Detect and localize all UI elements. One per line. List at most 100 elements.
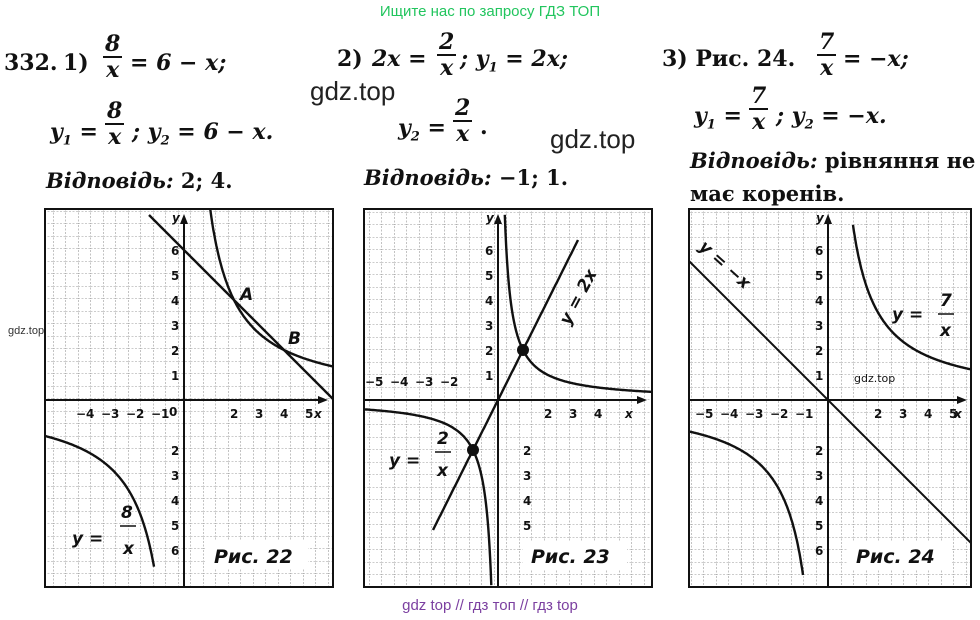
fig1-ytick-pos-5: 6 — [171, 244, 179, 258]
fig2-ytick-neg-1: 3 — [523, 469, 531, 483]
fig1-ytick-pos-1: 2 — [171, 344, 179, 358]
fig2-ytick-pos-4: 5 — [485, 269, 493, 283]
fig3-xtick-pos-3: 5 — [949, 407, 957, 421]
fig2-x-label: x — [624, 407, 634, 421]
fig1-point-A-label: A — [238, 285, 253, 305]
fig1-curve-label: y = — [72, 529, 103, 549]
fig1-ytick-neg-4: 6 — [171, 544, 179, 558]
figure-22: x y −4 −3 −2 −1 0 2 3 4 5 1 2 3 4 5 6 2 3 4 5 6 A B y = 8 x… — [44, 208, 334, 588]
fig2-ytick-neg-3: 5 — [523, 519, 531, 533]
p1-num: 8 — [105, 31, 121, 57]
p2-label: 2) — [337, 46, 363, 72]
fig2-ytick-neg-0: 2 — [523, 444, 531, 458]
fig3-ytick-neg-4: 6 — [815, 544, 823, 558]
fig3-line-minus-x — [689, 259, 971, 545]
fig1-y-arrow — [180, 214, 188, 224]
p3-rhs: = −x; — [843, 46, 909, 72]
fig2-xtick-neg-0: −5 — [365, 375, 383, 389]
p2-lhs: 2x = — [372, 46, 427, 72]
p1-answer: Відповідь: 2; 4. — [46, 168, 233, 193]
fig3-x-arrow — [957, 396, 967, 404]
fig2-xtick-pos-0: 2 — [544, 407, 552, 421]
fig3-xtick-neg-2: −3 — [745, 407, 763, 421]
fig1-line-6-minus-x — [148, 214, 333, 401]
fig3-xtick-neg-4: −1 — [795, 407, 813, 421]
p2-y1: ; y1 = 2x; — [460, 46, 568, 76]
fig2-y-label: y — [486, 211, 495, 225]
p3-answer-line1: Відповідь: рівняння не — [690, 148, 976, 173]
fig1-caption: Рис. 22 — [214, 546, 293, 568]
watermark-a: gdz.top — [310, 76, 396, 106]
p2-answer: Відповідь: −1; 1. — [364, 165, 569, 190]
fig1-xtick-7: 4 — [280, 407, 288, 421]
fig1-curve-den: x — [122, 539, 135, 559]
fig2-intersection-2 — [467, 444, 479, 456]
fig2-ytick-pos-3: 4 — [485, 294, 493, 308]
fig1-x-arrow — [318, 396, 328, 404]
fig1-frame — [44, 208, 334, 588]
problem-number: 332. — [4, 50, 58, 76]
fig1-curve-num: 8 — [121, 503, 133, 523]
fig1-ytick-neg-0: 2 — [171, 444, 179, 458]
fig2-ytick-pos-2: 3 — [485, 319, 493, 333]
fig1-xtick-0: −4 — [76, 407, 94, 421]
fig2-hyperbola-positive — [503, 214, 652, 394]
fig2-hyperbola-negative — [364, 408, 493, 586]
watermark-b: gdz.top — [550, 124, 636, 154]
fig1-ytick-pos-4: 5 — [171, 269, 179, 283]
p3-y2: ; y2 = −x. — [776, 103, 887, 133]
fig3-xtick-pos-2: 4 — [924, 407, 932, 421]
fig3-ytick-neg-1: 3 — [815, 469, 823, 483]
fig1-ytick-neg-2: 4 — [171, 494, 179, 508]
fig2-curve-den: x — [436, 461, 449, 481]
banner-text: Ищите нас по запросу ГДЗ ТОП — [379, 3, 601, 20]
p3-y1: y1 = — [694, 103, 742, 133]
p1-label: 1) — [63, 50, 89, 76]
fig1-hyperbola-negative — [45, 434, 156, 567]
fig2-line-2x — [431, 239, 580, 531]
fig2-ytick-pos-1: 2 — [485, 344, 493, 358]
fig1-hyperbola-positive — [209, 209, 333, 368]
fig3-xtick-pos-0: 2 — [874, 407, 882, 421]
fig2-caption: Рис. 23 — [531, 546, 610, 568]
fig1-x-label: x — [313, 407, 323, 421]
p1-y2: ; y2 = 6 − x. — [132, 119, 274, 149]
fig3-xtick-neg-3: −2 — [770, 407, 788, 421]
fig3-xtick-pos-1: 3 — [899, 407, 907, 421]
fig3-x-label: x — [953, 407, 963, 421]
fig3-hyperbola-positive — [851, 224, 971, 371]
fig1-ytick-neg-3: 5 — [171, 519, 179, 533]
fig3-ytick-pos-0: 1 — [815, 369, 823, 383]
fig1-y-label: y — [172, 211, 181, 225]
fig1-xtick-4: 0 — [169, 405, 177, 419]
fig2-curve-label: y = — [389, 451, 420, 471]
fig1-ytick-pos-0: 1 — [171, 369, 179, 383]
fig3-y-label: y — [816, 211, 825, 225]
p2-dot: . — [480, 114, 488, 140]
fig3-ytick-pos-3: 4 — [815, 294, 823, 308]
fig2-xtick-neg-1: −4 — [390, 375, 408, 389]
fig3-frame — [688, 208, 972, 588]
fig3-ytick-pos-2: 3 — [815, 319, 823, 333]
footer-text: gdz top // гдз топ // гдз top — [402, 597, 578, 614]
fig3-ytick-neg-3: 5 — [815, 519, 823, 533]
fig2-intersection-1 — [517, 344, 529, 356]
p1-rhs: = 6 − x; — [130, 50, 227, 76]
fig3-watermark: gdz.top — [854, 372, 895, 385]
fig1-ytick-neg-1: 3 — [171, 469, 179, 483]
fig3-curve-num: 7 — [940, 291, 952, 311]
fig3-curve-den: x — [939, 321, 952, 341]
fig2-x-arrow — [637, 396, 647, 404]
fig3-xtick-neg-0: −5 — [695, 407, 713, 421]
p1-den: x — [103, 56, 123, 82]
fig3-y-arrow — [824, 214, 832, 224]
fig1-xtick-3: −1 — [151, 407, 169, 421]
